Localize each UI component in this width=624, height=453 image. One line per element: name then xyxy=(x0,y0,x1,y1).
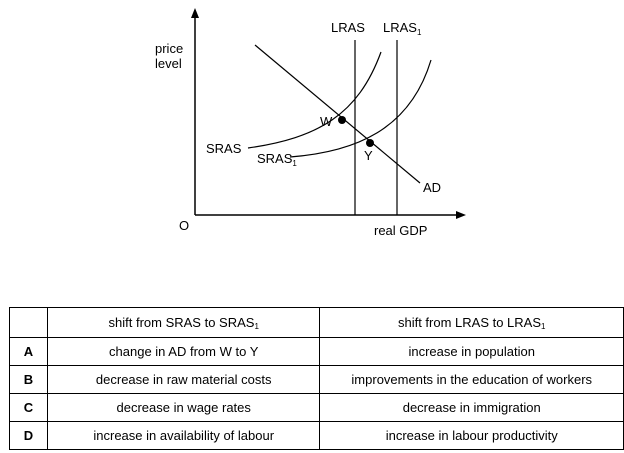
header-lras-shift: shift from LRAS to LRAS1 xyxy=(319,307,624,338)
economics-diagram: price level O real GDP LRAS LRAS1 SRAS S… xyxy=(155,8,466,238)
ad-label: AD xyxy=(423,180,441,195)
lras1-label: LRAS1 xyxy=(383,20,422,37)
sras1-curve xyxy=(289,59,432,158)
header-blank-cell xyxy=(9,307,48,338)
lras-label: LRAS xyxy=(331,20,365,35)
y-axis-label-line2: level xyxy=(155,56,182,71)
origin-label: O xyxy=(179,218,189,233)
sras-curve xyxy=(247,51,382,149)
x-axis-arrow xyxy=(456,211,466,219)
sras-reason: increase in availability of labour xyxy=(46,421,321,450)
point-w xyxy=(338,116,346,124)
table-row: D increase in availability of labour inc… xyxy=(9,421,624,450)
sras1-label: SRAS1 xyxy=(257,151,297,168)
point-y xyxy=(366,139,374,147)
option-letter: D xyxy=(9,421,48,450)
table-row: C decrease in wage rates decrease in imm… xyxy=(9,393,624,422)
sras-reason: decrease in raw material costs xyxy=(46,365,321,394)
ad-curve xyxy=(254,44,421,184)
lras-reason: increase in labour productivity xyxy=(319,421,624,450)
sras-label: SRAS xyxy=(206,141,242,156)
header-sras-shift: shift from SRAS to SRAS1 xyxy=(46,307,321,338)
x-axis-label: real GDP xyxy=(374,223,427,238)
point-w-label: W xyxy=(320,114,333,129)
option-letter: C xyxy=(9,393,48,422)
option-letter: B xyxy=(9,365,48,394)
table-header-row: shift from SRAS to SRAS1 shift from LRAS… xyxy=(9,307,624,338)
sras-reason: change in AD from W to Y xyxy=(46,337,321,366)
lras-reason: improvements in the education of workers xyxy=(319,365,624,394)
lras-reason: increase in population xyxy=(319,337,624,366)
option-letter: A xyxy=(9,337,48,366)
point-y-label: Y xyxy=(364,148,373,163)
answer-table: shift from SRAS to SRAS1 shift from LRAS… xyxy=(9,307,624,450)
y-axis-arrow xyxy=(191,8,199,18)
sras-reason: decrease in wage rates xyxy=(46,393,321,422)
table-row: A change in AD from W to Y increase in p… xyxy=(9,337,624,366)
table-row: B decrease in raw material costs improve… xyxy=(9,365,624,394)
lras-reason: decrease in immigration xyxy=(319,393,624,422)
y-axis-label-line1: price xyxy=(155,41,183,56)
